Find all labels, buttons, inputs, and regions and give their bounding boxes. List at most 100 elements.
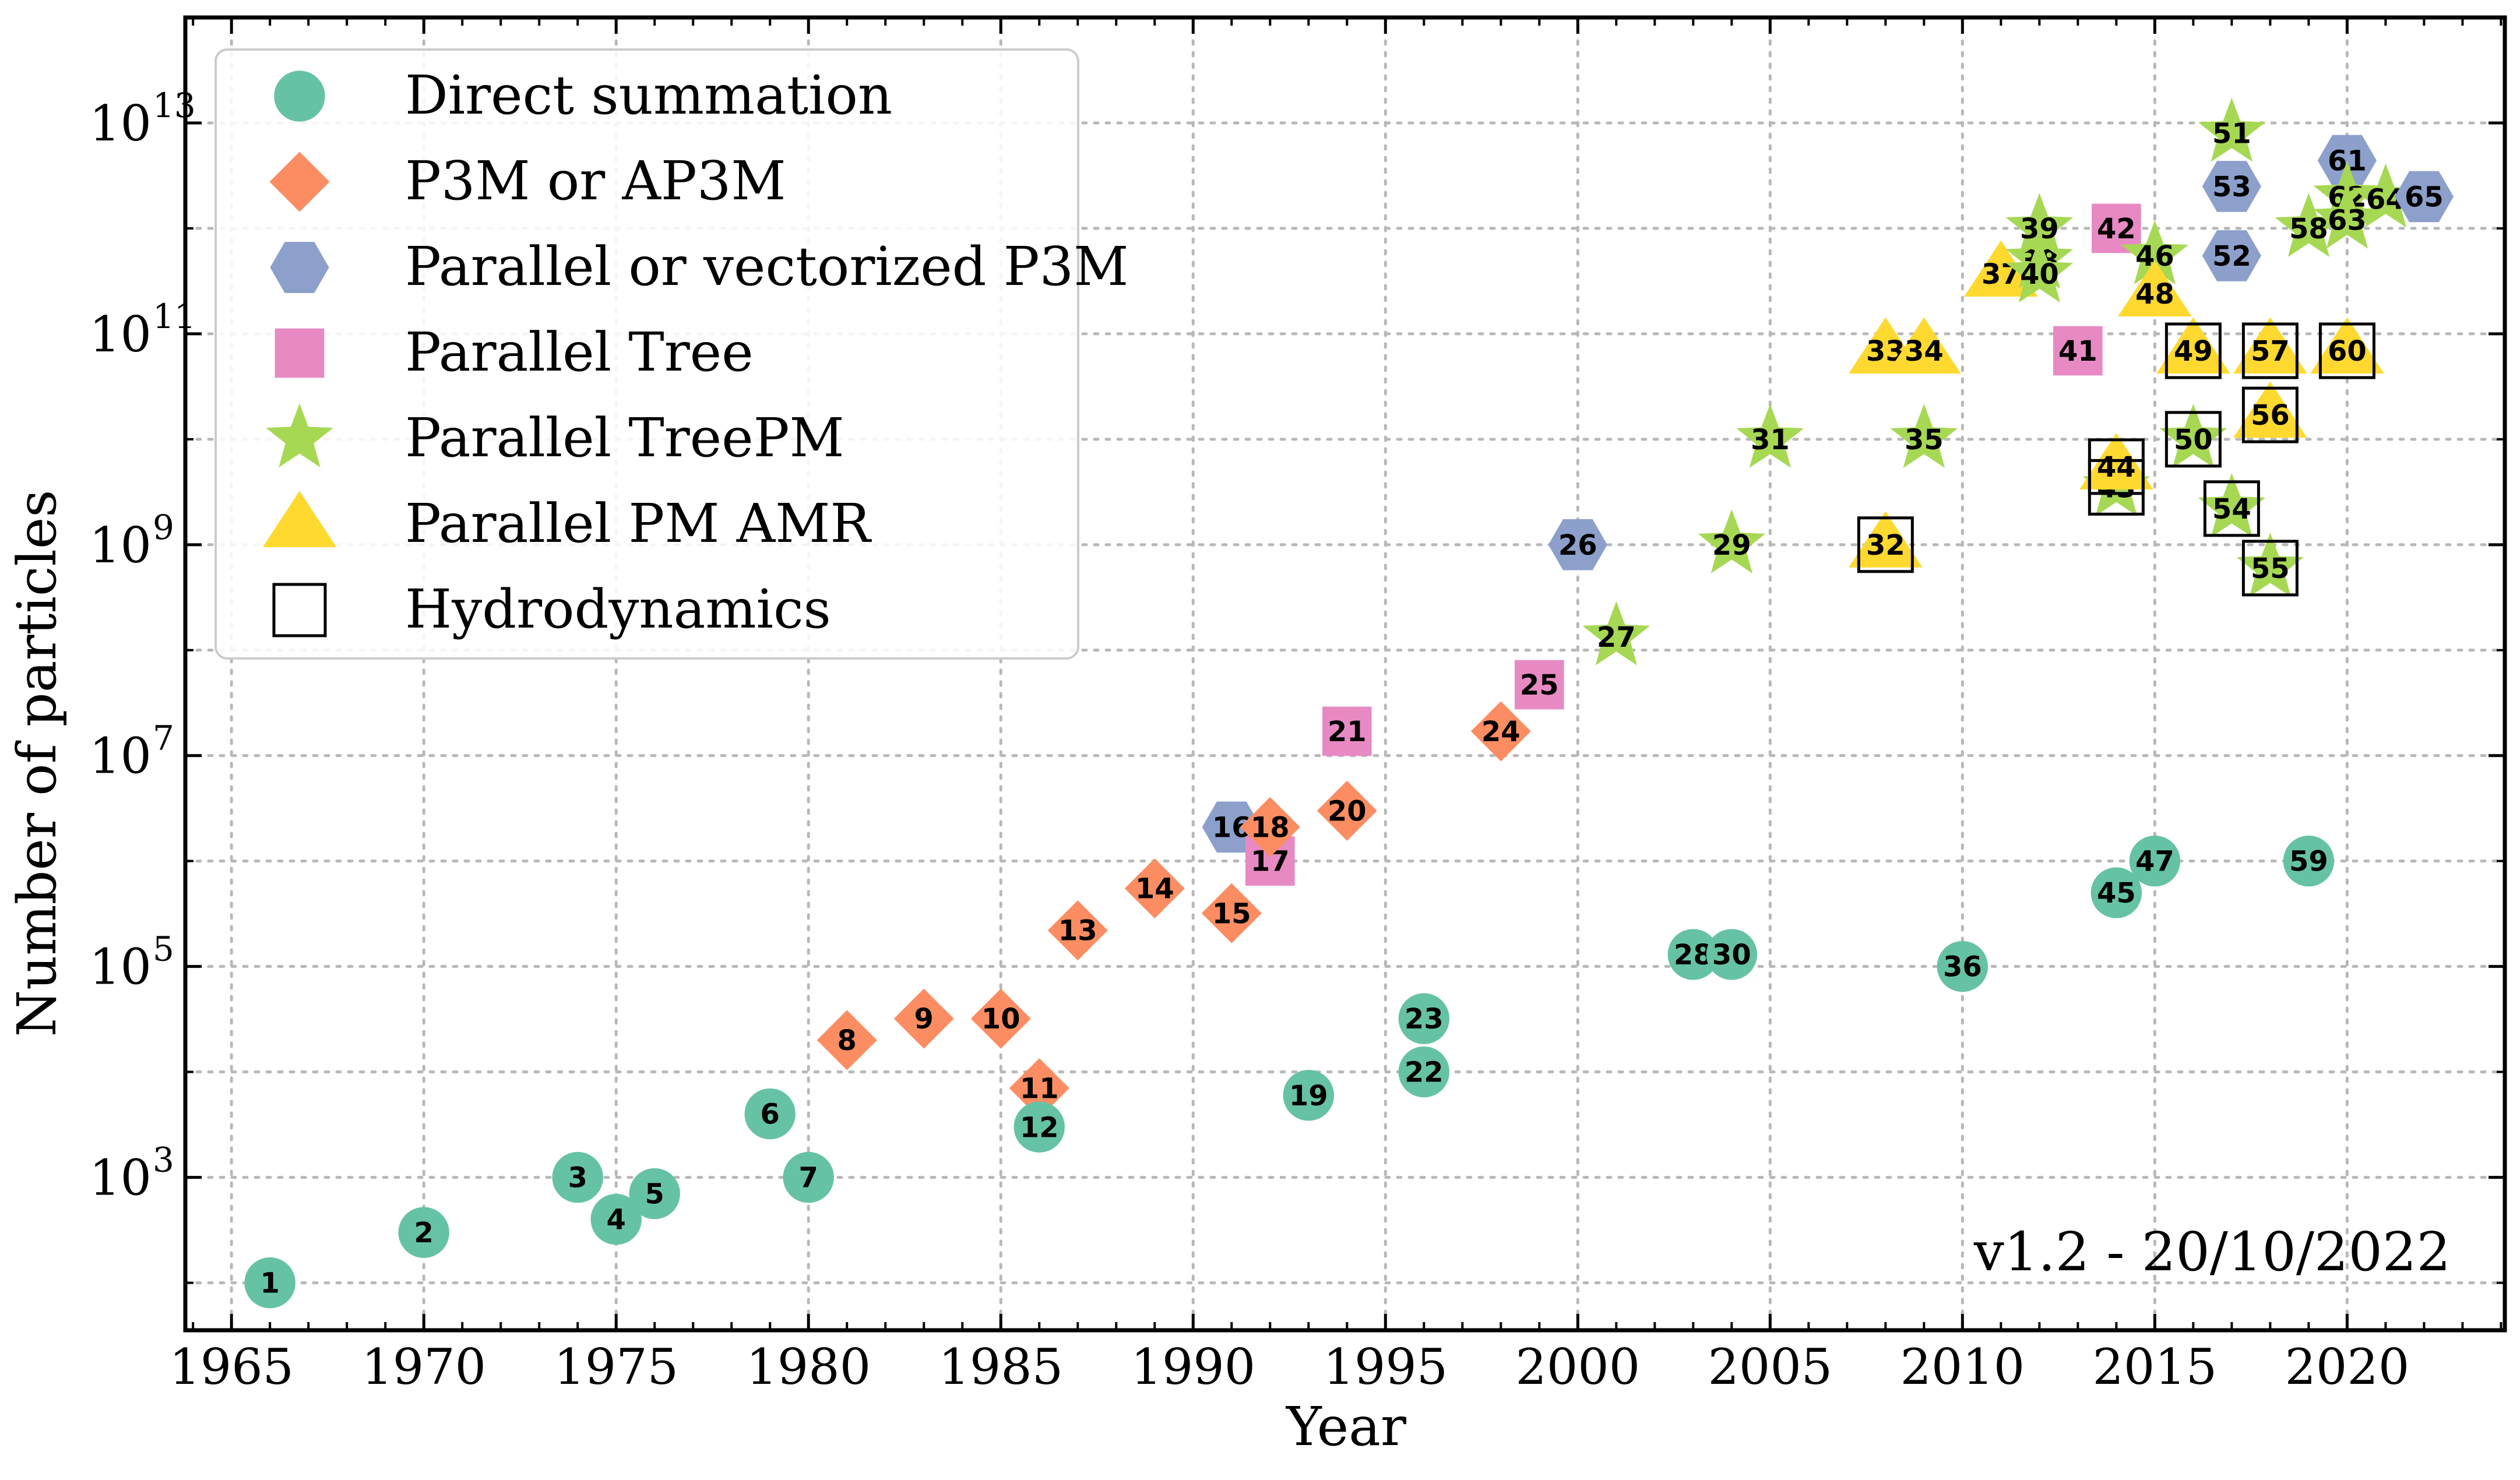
marker-direct <box>398 1207 449 1258</box>
marker-amr <box>2233 317 2307 374</box>
data-point-51: 51 <box>2198 97 2266 162</box>
data-point-50: 50 <box>2159 404 2227 468</box>
x-tick-label: 2010 <box>1900 1338 2025 1396</box>
data-point-36: 36 <box>1937 940 1988 992</box>
y-tick-base: 10 <box>89 306 152 363</box>
legend-marker <box>269 151 330 212</box>
data-point-41: 41 <box>2053 326 2103 376</box>
data-point-10: 10 <box>970 988 1031 1049</box>
y-tick-exponent: 13 <box>153 86 196 125</box>
x-tick-label: 1995 <box>1323 1338 1448 1396</box>
marker-amr <box>2118 260 2192 317</box>
marker-p3m <box>816 1010 877 1070</box>
marker-p3m <box>1047 900 1108 961</box>
data-point-label: 1 <box>261 1267 280 1300</box>
marker-direct <box>2090 867 2142 918</box>
legend-marker <box>274 71 325 122</box>
y-tick-exponent: 5 <box>153 929 174 969</box>
marker-direct <box>1667 929 1719 980</box>
data-point-11: 11 <box>1009 1058 1069 1119</box>
data-point-63: 63 <box>2313 184 2381 249</box>
plot-frame <box>183 15 2507 1333</box>
legend-label: Parallel Tree <box>405 321 754 383</box>
data-point-19: 19 <box>1283 1070 1334 1121</box>
data-point-23: 23 <box>1398 993 1450 1044</box>
marker-treepm <box>2005 238 2074 303</box>
legend-label: Parallel PM AMR <box>405 492 872 555</box>
x-tick-label: 1990 <box>1131 1338 1255 1396</box>
legend-label: Parallel or vectorized P3M <box>405 235 1128 298</box>
data-point-52: 52 <box>2202 230 2261 281</box>
data-point-label: 19 <box>1289 1080 1328 1112</box>
data-point-label: 11 <box>1020 1073 1059 1105</box>
marker-direct <box>783 1151 834 1203</box>
data-point-label: 63 <box>2328 205 2367 237</box>
y-tick-base: 10 <box>89 517 152 574</box>
data-point-label: 48 <box>2135 278 2174 311</box>
data-point-label: 8 <box>837 1024 857 1057</box>
marker-p3m <box>1240 797 1300 857</box>
x-tick-label: 2015 <box>2092 1338 2217 1396</box>
legend-marker <box>266 403 333 468</box>
data-point-label: 47 <box>2135 845 2174 878</box>
data-point-label: 60 <box>2328 335 2367 368</box>
data-point-7: 7 <box>783 1151 834 1203</box>
data-point-label: 9 <box>914 1003 934 1035</box>
x-tick-label: 2005 <box>1708 1338 1832 1396</box>
data-point-label: 42 <box>2097 213 2136 245</box>
data-point-label: 54 <box>2212 493 2251 526</box>
data-point-53: 53 <box>2202 161 2261 212</box>
x-tick-label: 1975 <box>554 1338 678 1396</box>
data-point-25: 25 <box>1514 660 1564 710</box>
y-axis-label: Number of particles <box>6 490 68 1037</box>
data-point-4: 4 <box>590 1193 642 1245</box>
data-point-34: 34 <box>1887 317 1961 374</box>
version-annotation: v1.2 - 20/10/2022 <box>1973 1221 2451 1283</box>
marker-amr <box>2233 381 2307 438</box>
data-point-55: 55 <box>2236 533 2304 597</box>
data-point-32: 32 <box>1849 511 1923 568</box>
data-point-59: 59 <box>2283 836 2335 887</box>
data-point-5: 5 <box>629 1168 680 1220</box>
legend-item-tree: Parallel Tree <box>274 321 754 383</box>
data-point-label: 65 <box>2405 181 2444 213</box>
data-point-47: 47 <box>2129 836 2181 887</box>
hydro-boxes <box>1857 322 2375 597</box>
y-tick-exponent: 7 <box>153 718 174 758</box>
data-point-label: 15 <box>1212 897 1251 930</box>
x-tick-label: 2000 <box>1515 1338 1640 1396</box>
data-point-label: 59 <box>2289 845 2328 878</box>
marker-pp3m <box>2202 230 2261 281</box>
marker-tree <box>2053 326 2103 376</box>
data-point-label: 20 <box>1328 795 1367 827</box>
legend-item-pp3m: Parallel or vectorized P3M <box>270 235 1128 298</box>
marker-tree <box>1322 706 1372 756</box>
marker-pp3m <box>2202 161 2261 212</box>
data-point-49: 49 <box>2156 317 2230 374</box>
legend-label: P3M or AP3M <box>405 150 786 212</box>
data-point-label: 21 <box>1328 716 1367 748</box>
legend-box <box>214 48 1079 660</box>
marker-direct <box>2283 836 2335 887</box>
data-point-label: 4 <box>607 1204 626 1236</box>
legend: Direct summation P3M or AP3M Parallel or v… <box>214 48 1128 660</box>
data-point-label: 51 <box>2212 118 2251 150</box>
data-point-60: 60 <box>2310 317 2384 374</box>
data-point-3: 3 <box>552 1151 603 1203</box>
data-point-24: 24 <box>1470 701 1531 762</box>
data-point-label: 45 <box>2097 877 2136 910</box>
data-point-20: 20 <box>1317 780 1377 841</box>
marker-direct <box>744 1088 796 1140</box>
marker-treepm <box>2198 473 2266 537</box>
marker-amr <box>1887 317 1961 374</box>
data-point-label: 30 <box>1712 939 1751 971</box>
data-point-label: 56 <box>2251 399 2290 432</box>
x-tick-label: 1980 <box>746 1338 871 1396</box>
data-point-29: 29 <box>1698 509 1766 573</box>
legend-marker <box>272 583 327 637</box>
legend-label: Parallel TreePM <box>405 407 844 469</box>
data-point-label: 28 <box>1674 939 1713 971</box>
